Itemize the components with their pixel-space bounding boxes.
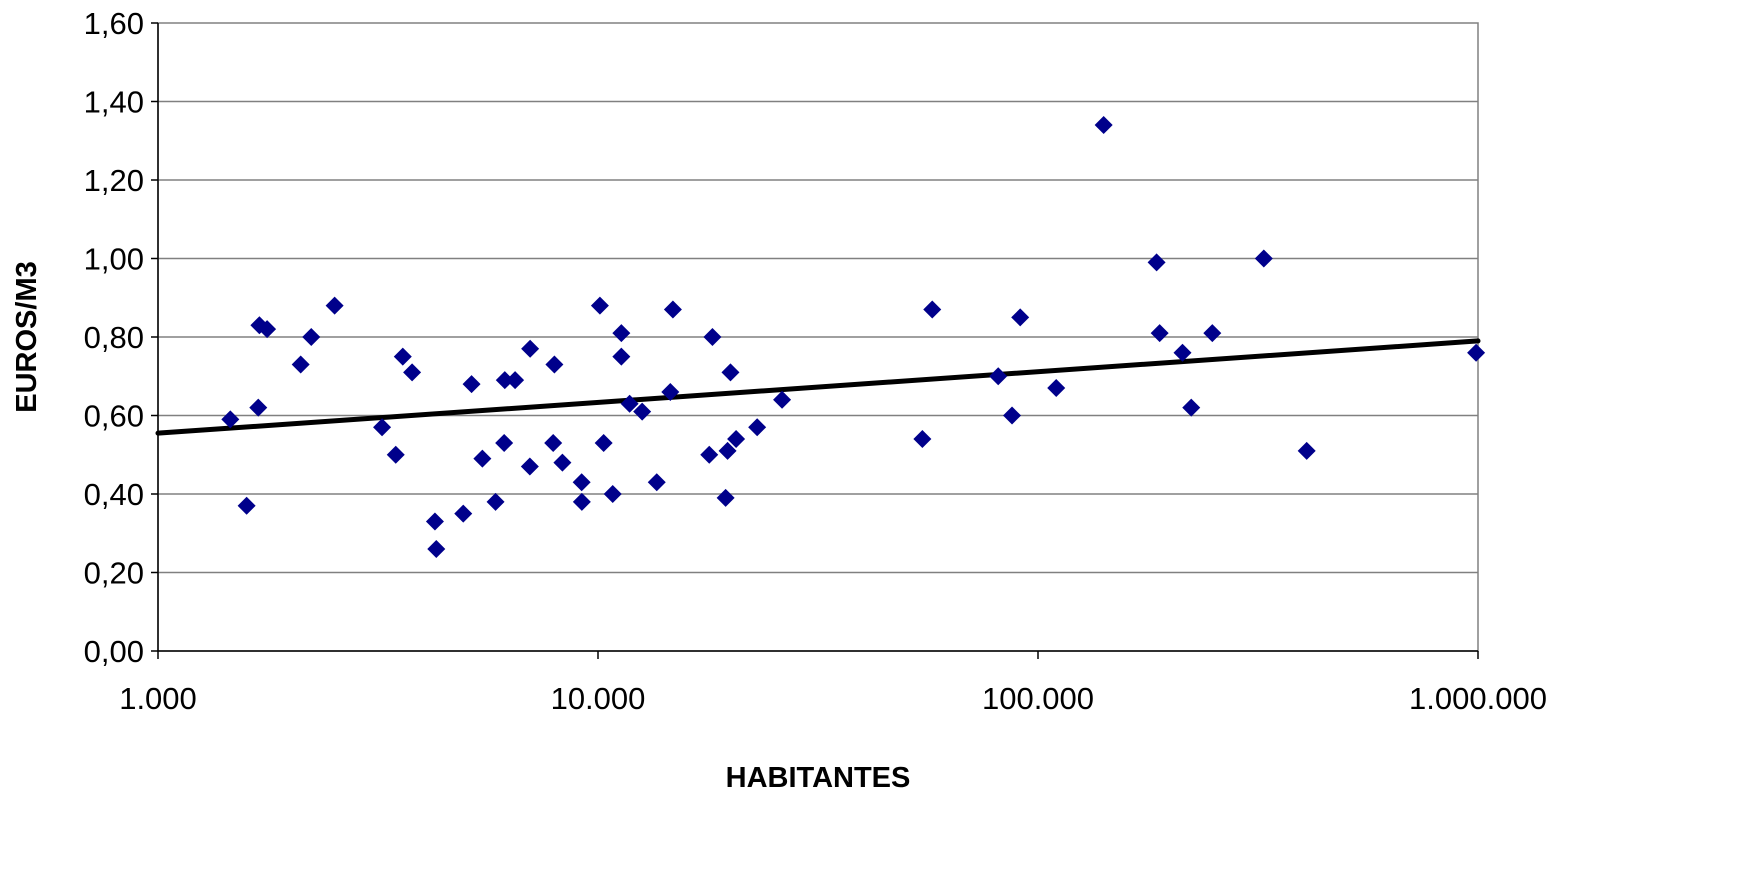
data-point (506, 371, 525, 390)
y-tick-label: 0,40 (84, 477, 144, 512)
y-tick-label: 0,80 (84, 320, 144, 355)
data-point (221, 410, 240, 429)
data-point (612, 347, 631, 366)
data-point (373, 418, 392, 437)
data-point (1173, 343, 1192, 362)
data-point (1467, 343, 1486, 362)
data-point (727, 430, 746, 449)
axes (151, 22, 1479, 659)
data-point (521, 339, 540, 358)
data-point (700, 445, 719, 464)
data-point (237, 496, 256, 515)
data-point (647, 473, 666, 492)
data-point (603, 485, 622, 503)
trendline-path (155, 338, 1481, 436)
data-point (663, 300, 682, 319)
data-point (1203, 324, 1222, 343)
data-point (495, 371, 514, 390)
data-points (221, 116, 1486, 558)
data-point (473, 449, 492, 468)
data-point (249, 398, 268, 417)
data-point (386, 445, 405, 464)
data-point (291, 355, 310, 374)
data-point (325, 296, 344, 315)
data-point (545, 355, 564, 374)
y-tick-label: 1,60 (84, 6, 144, 41)
data-point (302, 328, 321, 346)
y-tick-label: 0,00 (84, 634, 144, 669)
data-point (403, 363, 422, 382)
data-point (572, 492, 591, 511)
data-point (495, 433, 514, 452)
data-point (661, 382, 680, 401)
data-point (773, 390, 792, 409)
data-point (572, 473, 591, 492)
data-point (716, 488, 735, 507)
y-tick-label: 1,00 (84, 242, 144, 277)
data-point (590, 296, 609, 315)
y-axis-title: EUROS/M3 (11, 261, 43, 412)
data-point (1150, 324, 1169, 343)
data-point (620, 394, 639, 413)
data-point (1011, 308, 1030, 327)
data-point (553, 453, 572, 472)
data-point (703, 328, 722, 346)
data-point (486, 492, 505, 511)
y-tick-label: 0,20 (84, 556, 144, 591)
data-point (1094, 116, 1113, 135)
x-axis-title: HABITANTES (726, 762, 911, 794)
data-point (393, 347, 412, 366)
data-point (721, 363, 740, 382)
data-point (1182, 398, 1201, 417)
grid-lines (158, 100, 1478, 574)
data-point (612, 324, 631, 343)
data-point (1003, 406, 1022, 425)
data-point (913, 430, 932, 449)
x-tick-label: 100.000 (982, 681, 1094, 716)
y-tick-labels: 0,00 0,20 0,40 0,60 0,80 1,00 1,20 1,40 1,60 (84, 6, 144, 669)
x-tick-label: 10.000 (551, 681, 646, 716)
y-tick-label: 1,40 (84, 85, 144, 120)
data-point (748, 418, 767, 437)
data-point (1254, 249, 1273, 268)
data-point (594, 433, 613, 452)
data-point (454, 504, 473, 523)
data-point (633, 402, 652, 421)
data-point (1047, 379, 1066, 398)
data-point (425, 512, 444, 531)
data-point (718, 441, 737, 460)
data-point (1297, 441, 1316, 460)
data-point (1147, 253, 1166, 272)
trendline (155, 338, 1481, 436)
data-point (258, 320, 277, 339)
data-point (462, 375, 481, 394)
data-point (544, 433, 563, 452)
data-point (520, 457, 539, 476)
data-point (923, 300, 942, 319)
data-point (989, 367, 1008, 386)
x-tick-label: 1.000.000 (1409, 681, 1547, 716)
y-tick-label: 0,60 (84, 399, 144, 434)
y-tick-label: 1,20 (84, 163, 144, 198)
x-tick-labels: 1.000 10.000 100.000 1.000.000 (119, 681, 1547, 716)
x-tick-label: 1.000 (119, 681, 197, 716)
data-point (427, 539, 446, 558)
